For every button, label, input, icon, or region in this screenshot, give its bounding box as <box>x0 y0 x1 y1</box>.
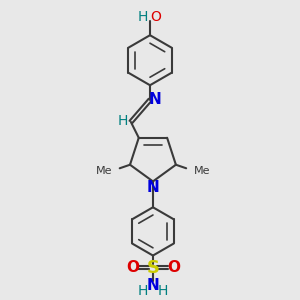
Text: N: N <box>147 278 159 293</box>
Text: Me: Me <box>96 166 112 176</box>
Text: O: O <box>150 10 161 24</box>
Text: H: H <box>118 113 128 128</box>
Text: H: H <box>137 10 148 24</box>
Text: N: N <box>147 180 159 195</box>
Text: O: O <box>167 260 180 275</box>
Text: O: O <box>126 260 139 275</box>
Text: Me: Me <box>194 166 210 176</box>
Text: H: H <box>137 284 148 298</box>
Text: H: H <box>158 284 168 298</box>
Text: N: N <box>149 92 162 107</box>
Text: S: S <box>146 259 159 277</box>
